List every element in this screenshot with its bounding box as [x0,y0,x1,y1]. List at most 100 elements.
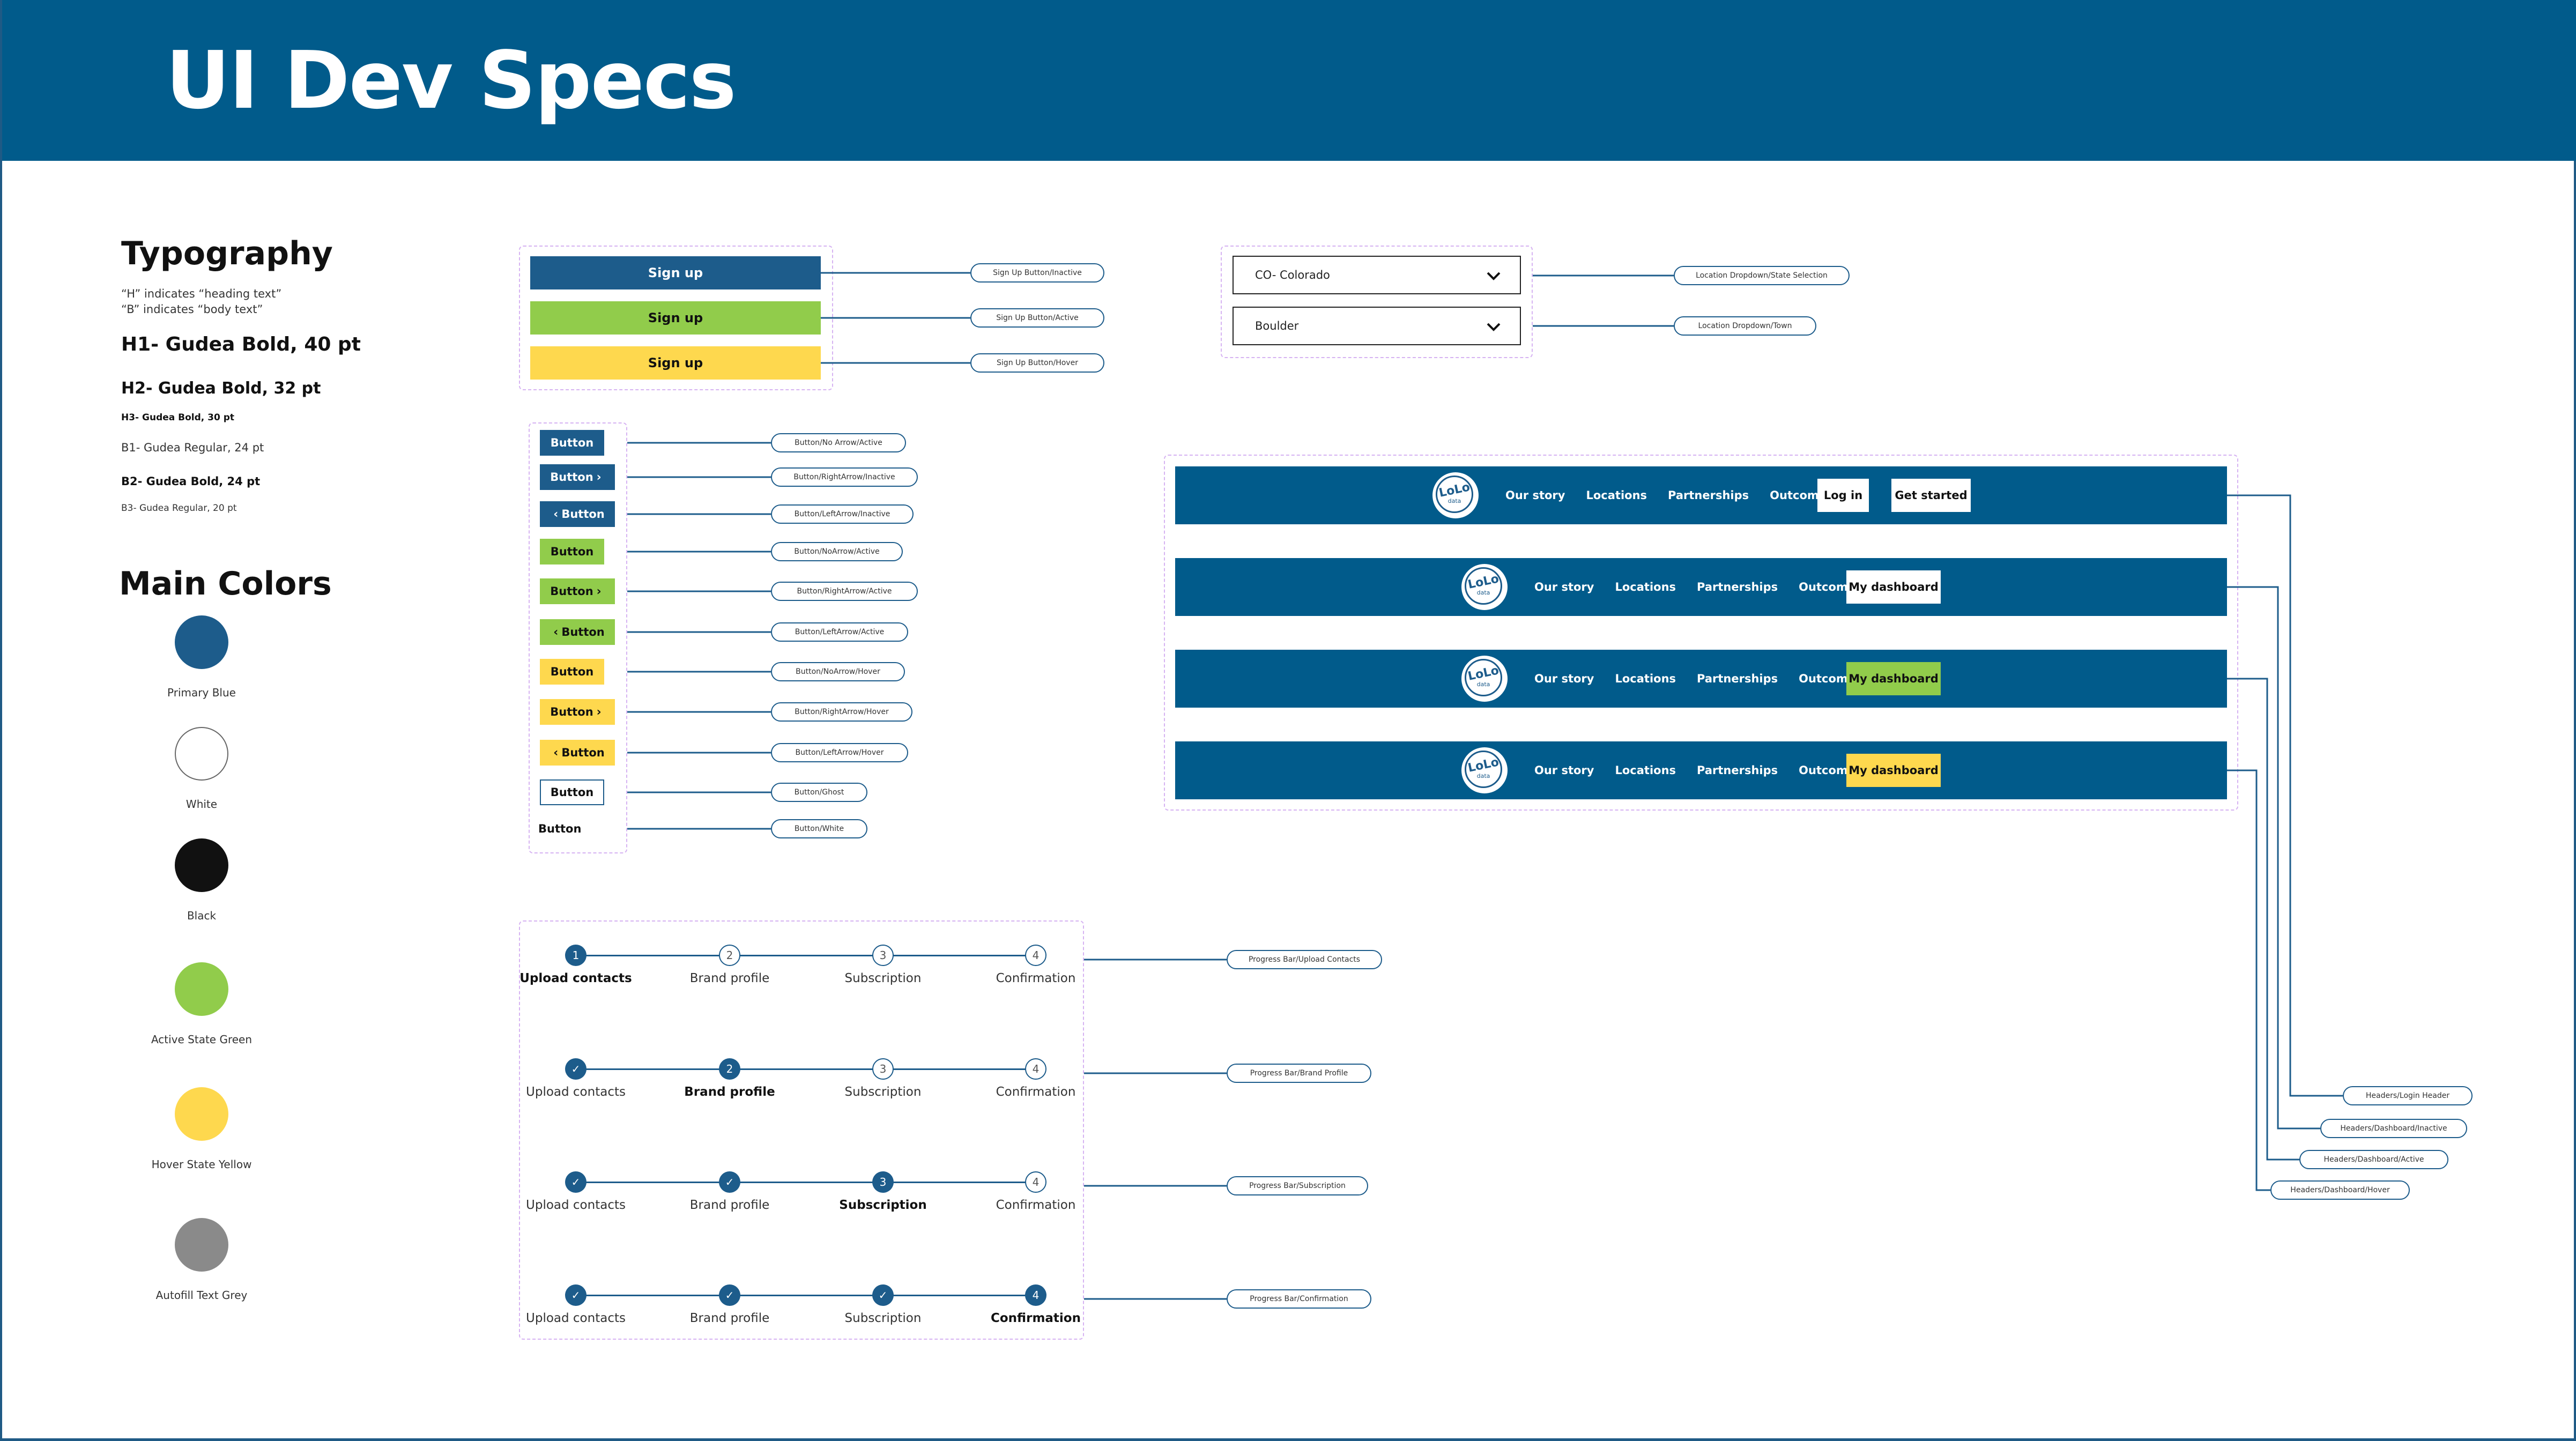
logo-badge: LoLo data [1465,751,1502,788]
state-dropdown-value: CO- Colorado [1255,269,1330,281]
step-number: 3 [879,1176,887,1189]
spec-tag: Button/LeftArrow/Active [771,622,908,642]
button-variant[interactable]: Button [540,430,604,456]
progress-step[interactable]: 3 [872,945,894,966]
step-number: 4 [1032,949,1040,962]
logo-subtext: data [1447,497,1461,504]
nav-link[interactable]: Our story [1505,489,1565,502]
step-number: 4 [1032,1289,1040,1302]
site-header: LoLo data Our story Locations Partnerships Ou… [1175,558,2227,616]
logo-icon[interactable]: LoLo data [1461,564,1508,610]
spec-tag: Button/Ghost [771,783,867,802]
nav-link[interactable]: Our story [1534,764,1594,777]
nav-link[interactable]: Locations [1615,672,1676,685]
progress-step[interactable]: ✓ [565,1058,587,1080]
button-variant[interactable]: Button › [540,699,615,725]
nav-link[interactable]: Partnerships [1697,581,1778,593]
progress-track [576,1068,1036,1070]
progress-step[interactable]: 4 [1025,1171,1046,1193]
my-dashboard-button[interactable]: My dashboard [1846,570,1941,604]
nav-link[interactable]: Partnerships [1697,764,1778,777]
spec-tag: Button/NoArrow/Active [771,542,903,561]
header-group [1164,455,2238,811]
state-dropdown[interactable]: CO- Colorado [1233,256,1521,294]
color-swatch [175,1218,228,1272]
nav-link[interactable]: Outcome [1799,764,1855,777]
button-variant[interactable]: Button › [540,464,615,490]
site-header: LoLo data Our story Locations Partnerships Ou… [1175,466,2227,524]
my-dashboard-button[interactable]: My dashboard [1846,754,1941,787]
nav-link[interactable]: Locations [1615,581,1676,593]
type-b3: B3- Gudea Regular, 20 pt [121,503,237,514]
spec-tag: Button/No Arrow/Active [771,433,906,452]
logo-badge: LoLo data [1436,476,1473,513]
button-variant[interactable]: ‹ Button [540,619,615,645]
progress-group [519,920,1084,1340]
button-label: Button [561,746,605,759]
progress-step[interactable]: 4 [1025,1284,1046,1306]
spec-tag: Headers/Dashboard/Hover [2270,1180,2410,1200]
logo-icon[interactable]: LoLo data [1461,747,1508,793]
button-variant[interactable]: ‹ Button [540,740,615,766]
step-number: 2 [726,1063,733,1075]
progress-step[interactable]: ✓ [872,1284,894,1306]
spec-tag: Headers/Login Header [2343,1086,2473,1105]
login-button[interactable]: Log in [1817,479,1869,512]
progress-step[interactable]: ✓ [719,1284,740,1306]
color-swatch [175,1087,228,1141]
connector-line [2227,586,2320,1130]
progress-step[interactable]: 3 [872,1058,894,1080]
nav-link[interactable]: Locations [1615,764,1676,777]
progress-step[interactable]: ✓ [565,1171,587,1193]
connector-line [2227,769,2270,1191]
my-dashboard-button[interactable]: My dashboard [1846,662,1941,695]
spec-tag: Headers/Dashboard/Inactive [2320,1119,2467,1138]
nav-link[interactable]: Partnerships [1697,672,1778,685]
button-variant[interactable]: Button [538,816,603,842]
progress-step-label: Upload contacts [526,1311,626,1325]
logo-icon[interactable]: LoLo data [1432,472,1479,518]
progress-step[interactable]: 1 [565,945,587,966]
progress-step[interactable]: 4 [1025,945,1046,966]
chevron-right-icon: › [596,470,602,484]
nav-link[interactable]: Locations [1586,489,1647,502]
signup-button-inactive[interactable]: Sign up [530,256,821,289]
step-number: 3 [879,949,887,962]
town-dropdown[interactable]: Boulder [1233,307,1521,345]
button-label: Button [550,705,593,718]
nav-link[interactable]: Our story [1534,672,1594,685]
spec-tag: Progress Bar/Confirmation [1227,1289,1371,1309]
button-variant[interactable]: Button [540,539,604,564]
nav-link[interactable]: Outcome [1799,581,1855,593]
get-started-button[interactable]: Get started [1891,479,1971,512]
color-swatch-label: Active State Green [151,1033,253,1046]
logo-subtext: data [1476,772,1490,779]
progress-step-label: Upload contacts [519,971,632,985]
logo-icon[interactable]: LoLo data [1461,656,1508,702]
progress-step[interactable]: 4 [1025,1058,1046,1080]
chevron-right-icon: › [596,584,602,598]
title-banner: UI Dev Specs [2,0,2576,161]
check-icon: ✓ [571,1176,581,1189]
progress-step[interactable]: 2 [719,1058,740,1080]
signup-button-hover[interactable]: Sign up [530,346,821,380]
color-swatch-label: Autofill Text Grey [155,1289,248,1302]
progress-track [576,1295,1036,1296]
nav-link[interactable]: Outcome [1770,489,1827,502]
nav-link[interactable]: Partnerships [1668,489,1749,502]
progress-step[interactable]: ✓ [565,1284,587,1306]
nav-link[interactable]: Outcome [1799,672,1855,685]
button-variant[interactable]: Button › [540,578,615,604]
button-label: Button [550,471,593,484]
chevron-left-icon: ‹ [553,625,559,639]
progress-step[interactable]: ✓ [719,1171,740,1193]
button-label: Button [561,626,605,638]
signup-button-active[interactable]: Sign up [530,301,821,335]
button-variant[interactable]: ‹ Button [540,501,615,527]
progress-step[interactable]: 3 [872,1171,894,1193]
nav-link[interactable]: Our story [1534,581,1594,593]
button-variant[interactable]: Button [540,779,604,805]
button-variant[interactable]: Button [540,659,604,685]
progress-step[interactable]: 2 [719,945,740,966]
